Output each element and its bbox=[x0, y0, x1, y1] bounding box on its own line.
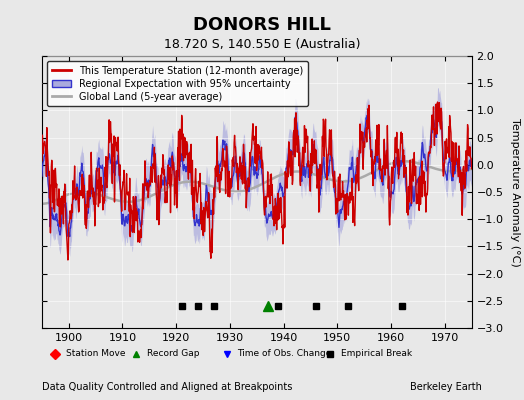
Text: Berkeley Earth: Berkeley Earth bbox=[410, 382, 482, 392]
Text: Empirical Break: Empirical Break bbox=[341, 350, 412, 358]
Text: 18.720 S, 140.550 E (Australia): 18.720 S, 140.550 E (Australia) bbox=[163, 38, 361, 51]
Text: Station Move: Station Move bbox=[66, 350, 125, 358]
Text: Time of Obs. Change: Time of Obs. Change bbox=[237, 350, 332, 358]
Text: Record Gap: Record Gap bbox=[147, 350, 200, 358]
Y-axis label: Temperature Anomaly (°C): Temperature Anomaly (°C) bbox=[510, 118, 520, 266]
Text: Data Quality Controlled and Aligned at Breakpoints: Data Quality Controlled and Aligned at B… bbox=[42, 382, 292, 392]
Text: DONORS HILL: DONORS HILL bbox=[193, 16, 331, 34]
Legend: This Temperature Station (12-month average), Regional Expectation with 95% uncer: This Temperature Station (12-month avera… bbox=[47, 61, 308, 106]
